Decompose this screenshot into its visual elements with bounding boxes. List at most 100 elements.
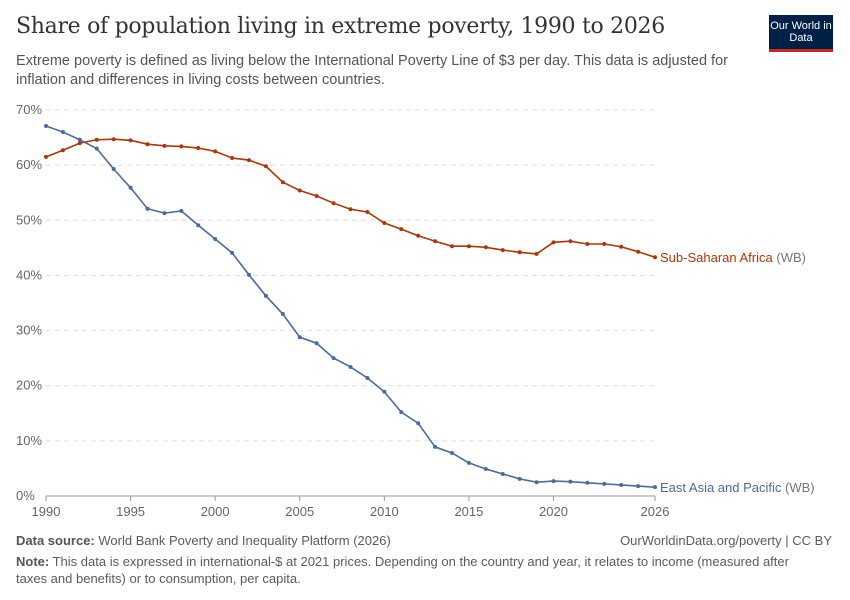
data-point	[348, 207, 353, 212]
data-point	[483, 466, 488, 471]
series-line-1	[45, 125, 656, 488]
data-point	[111, 137, 116, 142]
data-point	[196, 146, 201, 151]
data-point	[179, 208, 184, 213]
owid-logo[interactable]: Our World in Data	[769, 15, 833, 52]
data-point	[602, 481, 607, 486]
chart-subtitle: Extreme poverty is defined as living bel…	[16, 53, 728, 88]
y-tick-label: 50%	[16, 212, 42, 227]
series-line-0	[45, 138, 656, 258]
series-label-0: Sub-Saharan Africa (WB)	[660, 250, 806, 265]
note-text: This data is expressed in international-…	[16, 554, 789, 586]
x-tick-label: 2000	[201, 504, 230, 519]
data-point	[416, 233, 421, 238]
data-point	[77, 141, 82, 146]
x-tick-label: 1995	[116, 504, 145, 519]
data-point	[145, 206, 150, 211]
data-point	[263, 164, 268, 169]
data-point	[94, 137, 99, 142]
x-tick-label: 1990	[32, 504, 61, 519]
data-point	[314, 194, 319, 199]
data-point	[551, 240, 556, 245]
data-source: Data source: World Bank Poverty and Ineq…	[16, 533, 391, 548]
data-point	[179, 144, 184, 149]
data-point	[602, 241, 607, 246]
data-point	[297, 188, 302, 193]
data-point	[365, 210, 370, 215]
data-point	[314, 341, 319, 346]
data-point	[466, 460, 471, 465]
data-point	[483, 245, 488, 250]
data-point	[162, 211, 167, 216]
data-point	[466, 244, 471, 249]
y-tick-label: 0%	[16, 488, 35, 503]
data-point	[365, 375, 370, 380]
data-point	[399, 410, 404, 415]
x-tick-label: 2026	[641, 504, 670, 519]
data-point	[94, 146, 99, 151]
data-point	[653, 485, 657, 490]
data-point	[450, 450, 454, 455]
x-tick-label: 2015	[454, 504, 483, 519]
series-label-1: East Asia and Pacific (WB)	[660, 480, 815, 495]
data-point	[44, 154, 48, 159]
y-tick-label: 10%	[16, 433, 42, 448]
data-point	[128, 185, 133, 190]
data-point	[162, 143, 167, 148]
data-point	[619, 244, 624, 249]
data-point	[653, 255, 657, 260]
source-url[interactable]: OurWorldinData.org/poverty | CC BY	[620, 533, 832, 548]
data-point	[500, 248, 505, 253]
data-point	[636, 484, 641, 489]
data-point	[382, 389, 387, 394]
note-label: Note:	[16, 554, 50, 569]
data-point	[517, 250, 522, 255]
source-text: World Bank Poverty and Inequality Platfo…	[98, 533, 391, 548]
data-point	[230, 250, 235, 255]
series-suffix: (WB)	[785, 480, 815, 495]
x-tick-label: 2020	[539, 504, 568, 519]
y-tick-label: 30%	[16, 323, 42, 338]
data-point	[534, 251, 539, 256]
data-point	[331, 356, 336, 361]
y-tick-label: 60%	[16, 157, 42, 172]
chart-title: Share of population living in extreme po…	[16, 14, 665, 39]
data-point	[60, 130, 65, 135]
data-point	[263, 293, 268, 298]
data-point	[77, 137, 82, 142]
data-point	[433, 239, 438, 244]
data-point	[517, 476, 522, 481]
source-label: Data source:	[16, 533, 95, 548]
data-point	[111, 167, 116, 172]
series-name: Sub-Saharan Africa	[660, 250, 776, 265]
data-point	[636, 249, 641, 254]
data-point	[585, 480, 590, 485]
data-point	[619, 482, 624, 487]
data-point	[280, 180, 285, 185]
data-point	[145, 142, 150, 147]
series-name: East Asia and Pacific	[660, 480, 785, 495]
note: Note: This data is expressed in internat…	[16, 553, 816, 587]
data-point	[247, 272, 251, 277]
data-point	[213, 237, 218, 242]
data-point	[128, 138, 133, 143]
data-point	[196, 223, 201, 228]
data-point	[382, 221, 387, 226]
data-point	[568, 479, 573, 484]
data-point	[500, 471, 505, 476]
series-suffix: (WB)	[776, 250, 806, 265]
y-tick-label: 70%	[16, 102, 42, 117]
data-point	[44, 123, 48, 128]
x-tick-label: 2010	[370, 504, 399, 519]
data-point	[416, 421, 421, 426]
data-point	[568, 239, 573, 244]
data-point	[247, 158, 251, 163]
data-point	[551, 479, 556, 484]
y-tick-label: 40%	[16, 267, 42, 282]
y-tick-label: 20%	[16, 378, 42, 393]
x-tick-label: 2005	[285, 504, 314, 519]
data-point	[534, 480, 539, 485]
data-point	[213, 149, 218, 154]
